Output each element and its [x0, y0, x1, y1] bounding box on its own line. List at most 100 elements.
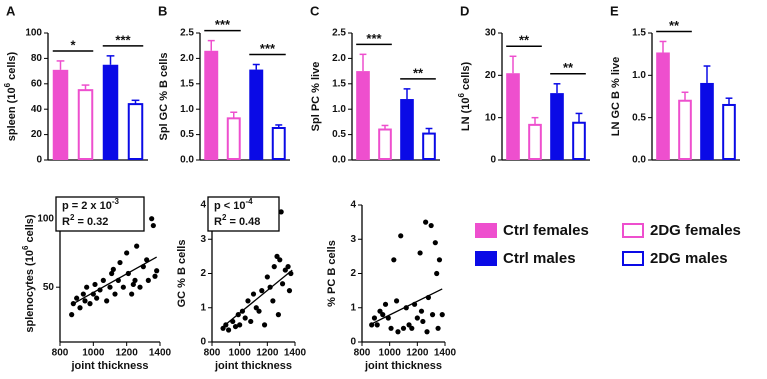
y-tick-label: 1.0 — [332, 104, 346, 115]
y-tick-label: 2 — [200, 268, 206, 279]
significance-label: *** — [260, 41, 276, 56]
legend-swatch — [622, 251, 644, 266]
annotation-box — [55, 196, 145, 232]
y-tick-label: 0.0 — [332, 155, 346, 166]
bar — [506, 73, 520, 160]
y-tick-label: 60 — [31, 78, 43, 89]
bar — [271, 126, 286, 161]
data-point — [226, 327, 232, 333]
y-tick-label: 100 — [25, 28, 42, 39]
data-point — [259, 288, 265, 294]
text-part: p = 2 x 10 — [62, 200, 112, 212]
bar — [102, 64, 119, 160]
fit-line — [372, 288, 443, 324]
data-point — [417, 250, 423, 256]
data-point — [69, 312, 75, 318]
bar — [226, 117, 241, 160]
data-point — [270, 298, 276, 304]
data-point — [145, 277, 151, 283]
data-point — [439, 312, 445, 318]
data-point — [152, 273, 158, 279]
data-point — [409, 325, 415, 331]
legend-label: 2DG males — [650, 250, 728, 267]
data-point — [285, 264, 291, 270]
y-axis-label: LN (106 cells) — [457, 62, 472, 132]
text-part: = 0.48 — [226, 216, 260, 228]
data-point — [420, 318, 426, 325]
data-point — [436, 257, 443, 263]
y-tick-label: 1.0 — [632, 70, 646, 81]
data-point — [150, 222, 156, 229]
panel-label: C — [310, 3, 320, 18]
y-tick-label: 2.0 — [332, 53, 346, 64]
superscript: 6 — [3, 82, 12, 87]
x-tick-label: 1400 — [284, 348, 307, 359]
bar — [378, 128, 392, 161]
y-tick-label: 0.0 — [180, 155, 194, 166]
y-tick-label: 4 — [350, 200, 356, 211]
data-point — [237, 322, 243, 328]
y-tick-label: 100 — [37, 213, 54, 224]
data-point — [82, 298, 88, 304]
y-axis-label: splenocytes (106 cells) — [21, 214, 36, 333]
data-point — [428, 222, 434, 229]
superscript: 2 — [70, 213, 75, 222]
y-tick-label: 0.5 — [332, 129, 346, 140]
data-point — [393, 298, 400, 304]
bar — [127, 103, 144, 161]
data-point — [134, 243, 140, 249]
data-point — [110, 266, 116, 272]
bar — [204, 50, 219, 160]
legend-label: Ctrl males — [503, 250, 576, 267]
x-axis-label: joint thickness — [214, 360, 292, 372]
text-part: R — [62, 216, 70, 228]
data-point — [149, 216, 155, 222]
data-point — [107, 284, 113, 290]
data-point — [264, 274, 270, 280]
text-part: = 0.32 — [74, 216, 108, 228]
data-point — [109, 270, 115, 277]
y-tick-label: 1.5 — [632, 28, 646, 39]
data-point — [137, 284, 143, 290]
y-tick-label: 4 — [200, 200, 206, 211]
data-point — [286, 288, 293, 294]
panel-label: D — [460, 3, 469, 18]
legend-label: Ctrl females — [503, 222, 589, 239]
significance-label: ** — [563, 60, 574, 75]
panel-label: E — [610, 3, 619, 18]
data-point — [395, 329, 401, 335]
text-part: R — [214, 216, 222, 228]
y-tick-label: 50 — [43, 282, 55, 293]
y-tick-label: 1 — [200, 302, 206, 313]
y-tick-label: 1.5 — [332, 78, 346, 89]
x-tick-label: 800 — [204, 348, 221, 359]
data-point — [275, 312, 281, 318]
data-point — [400, 325, 407, 331]
data-point — [144, 257, 150, 263]
text-part: spleen (10 — [6, 87, 18, 141]
bar — [356, 71, 370, 160]
data-point — [84, 284, 90, 290]
data-point — [435, 325, 441, 331]
y-tick-label: 0.5 — [632, 112, 646, 123]
text-part: cells) — [460, 62, 472, 94]
data-point — [132, 277, 138, 283]
annotation-text: R2 = 0.32 — [62, 213, 108, 228]
data-point — [432, 240, 438, 246]
x-tick-label: 1000 — [82, 348, 105, 359]
y-tick-label: 2.5 — [332, 28, 346, 39]
x-tick-label: 1200 — [406, 348, 429, 359]
y-tick-label: 30 — [485, 28, 497, 39]
data-point — [130, 281, 136, 288]
significance-label: *** — [115, 32, 131, 47]
y-tick-label: 0.5 — [180, 129, 194, 140]
x-tick-label: 1000 — [379, 348, 402, 359]
x-axis-label: joint thickness — [70, 360, 148, 372]
annotation-text: R2 = 0.48 — [214, 213, 260, 228]
y-tick-label: 0 — [350, 337, 356, 348]
bar — [722, 103, 736, 160]
bar — [528, 123, 542, 160]
data-point — [429, 312, 436, 318]
superscript: 2 — [222, 213, 227, 222]
